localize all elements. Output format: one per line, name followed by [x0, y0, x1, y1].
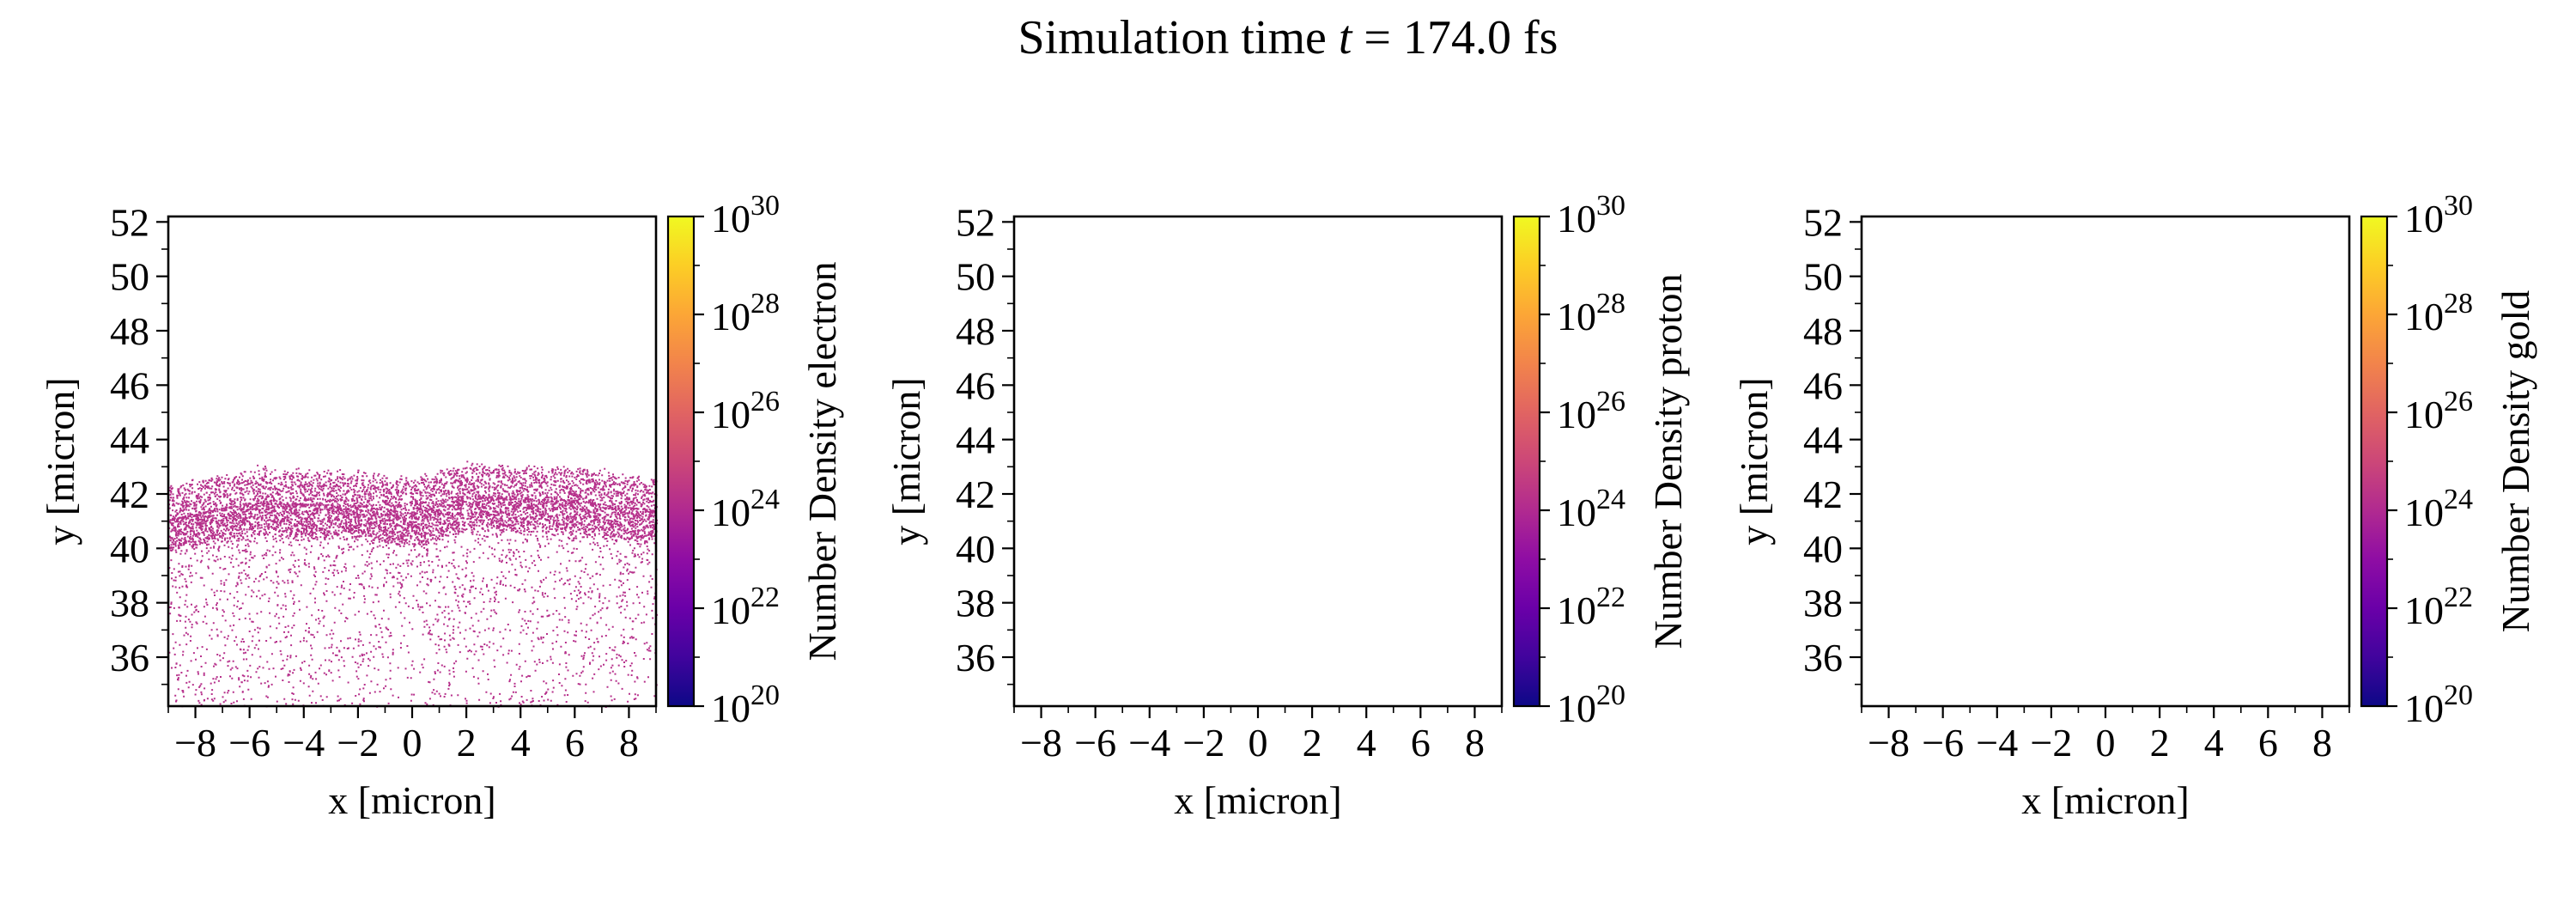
x-tick-label: 0	[1249, 721, 1268, 765]
x-tick-label: −4	[1976, 721, 2018, 765]
x-tick-label: 4	[511, 721, 531, 765]
y-tick-label: 38	[956, 582, 995, 625]
colorbar-tick-label: 1020	[1557, 680, 1625, 730]
x-axis-label: x [micron]	[328, 778, 495, 822]
y-tick-label: 50	[1803, 255, 1843, 299]
y-tick-label: 40	[956, 527, 995, 570]
x-tick-label: −4	[283, 721, 325, 765]
x-tick-label: −2	[2030, 721, 2072, 765]
plot-frame-gold	[1860, 215, 2351, 708]
y-tick-label: 36	[956, 636, 995, 680]
particle-scatter	[168, 460, 659, 708]
x-tick-label: −8	[174, 721, 216, 765]
colorbar-tick-label: 1024	[1557, 484, 1625, 534]
x-tick-label: 4	[1357, 721, 1376, 765]
y-tick-label: 48	[956, 309, 995, 353]
x-tick-label: −2	[1182, 721, 1224, 765]
x-tick-label: −4	[1128, 721, 1170, 765]
colorbar-tick-label: 1030	[1557, 190, 1625, 241]
y-axis-label: y [micron]	[884, 377, 928, 545]
y-tick-label: 42	[1803, 472, 1843, 516]
x-tick-label: 0	[403, 721, 422, 765]
plot-frame-proton	[1012, 215, 1504, 708]
colorbar-tick-label: 1020	[2404, 680, 2473, 730]
y-axis-label: y [micron]	[39, 377, 82, 545]
x-tick-label: 2	[2150, 721, 2170, 765]
y-tick-label: 36	[110, 636, 149, 680]
colorbar-label: Number Density gold	[2494, 290, 2537, 633]
y-tick-label: 50	[110, 255, 149, 299]
x-tick-label: 6	[2258, 721, 2278, 765]
x-tick-label: −6	[1922, 721, 1964, 765]
y-tick-label: 44	[956, 418, 995, 462]
x-tick-label: 2	[457, 721, 477, 765]
colorbar-tick-label: 1022	[2404, 582, 2473, 632]
y-tick-label: 50	[956, 255, 995, 299]
x-tick-label: 6	[565, 721, 585, 765]
y-tick-label: 42	[956, 472, 995, 516]
colorbar-label: Number Density proton	[1646, 274, 1690, 649]
y-tick-label: 38	[1803, 582, 1843, 625]
x-tick-label: 8	[2312, 721, 2332, 765]
density-field-electron	[168, 460, 659, 708]
y-tick-label: 46	[956, 363, 995, 407]
y-tick-label: 52	[956, 200, 995, 244]
plot-frame-electron	[167, 215, 658, 708]
y-tick-label: 44	[1803, 418, 1843, 462]
y-tick-label: 48	[1803, 309, 1843, 353]
colorbar-proton	[1512, 215, 1541, 708]
colorbar-tick-label: 1028	[711, 288, 780, 338]
colorbar-tick-label: 1026	[1557, 386, 1625, 436]
figure-title: Simulation time t = 174.0 fs	[1018, 11, 1558, 64]
x-tick-label: −6	[228, 721, 270, 765]
colorbar-gold	[2360, 215, 2389, 708]
x-axis-label: x [micron]	[2021, 778, 2189, 822]
y-axis-label: y [micron]	[1732, 377, 1776, 545]
y-tick-label: 38	[110, 582, 149, 625]
colorbar-tick-label: 1028	[1557, 288, 1625, 338]
x-tick-label: −8	[1020, 721, 1062, 765]
x-axis-label: x [micron]	[1174, 778, 1341, 822]
colorbar-tick-label: 1024	[2404, 484, 2473, 534]
colorbar-electron	[666, 215, 696, 708]
y-tick-label: 44	[110, 418, 149, 462]
y-tick-label: 40	[1803, 527, 1843, 570]
colorbar-tick-label: 1030	[2404, 190, 2473, 241]
y-tick-label: 42	[110, 472, 149, 516]
x-tick-label: 2	[1303, 721, 1322, 765]
colorbar-tick-label: 1030	[711, 190, 780, 241]
colorbar-tick-label: 1022	[1557, 582, 1625, 632]
x-tick-label: 8	[1465, 721, 1485, 765]
colorbar-tick-label: 1020	[711, 680, 780, 730]
y-tick-label: 40	[110, 527, 149, 570]
colorbar-tick-label: 1026	[2404, 386, 2473, 436]
y-tick-label: 36	[1803, 636, 1843, 680]
colorbar-tick-label: 1026	[711, 386, 780, 436]
x-tick-label: 4	[2204, 721, 2224, 765]
y-tick-label: 52	[110, 200, 149, 244]
y-tick-label: 46	[1803, 363, 1843, 407]
y-tick-label: 48	[110, 309, 149, 353]
x-tick-label: 0	[2096, 721, 2116, 765]
y-tick-label: 46	[110, 363, 149, 407]
colorbar-tick-label: 1022	[711, 582, 780, 632]
x-tick-label: −6	[1074, 721, 1116, 765]
y-tick-label: 52	[1803, 200, 1843, 244]
colorbar-tick-label: 1028	[2404, 288, 2473, 338]
x-tick-label: −2	[337, 721, 379, 765]
colorbar-tick-label: 1024	[711, 484, 780, 534]
x-tick-label: 6	[1411, 721, 1431, 765]
x-tick-label: 8	[619, 721, 639, 765]
x-tick-label: −8	[1868, 721, 1910, 765]
colorbar-label: Number Density electron	[800, 262, 844, 661]
